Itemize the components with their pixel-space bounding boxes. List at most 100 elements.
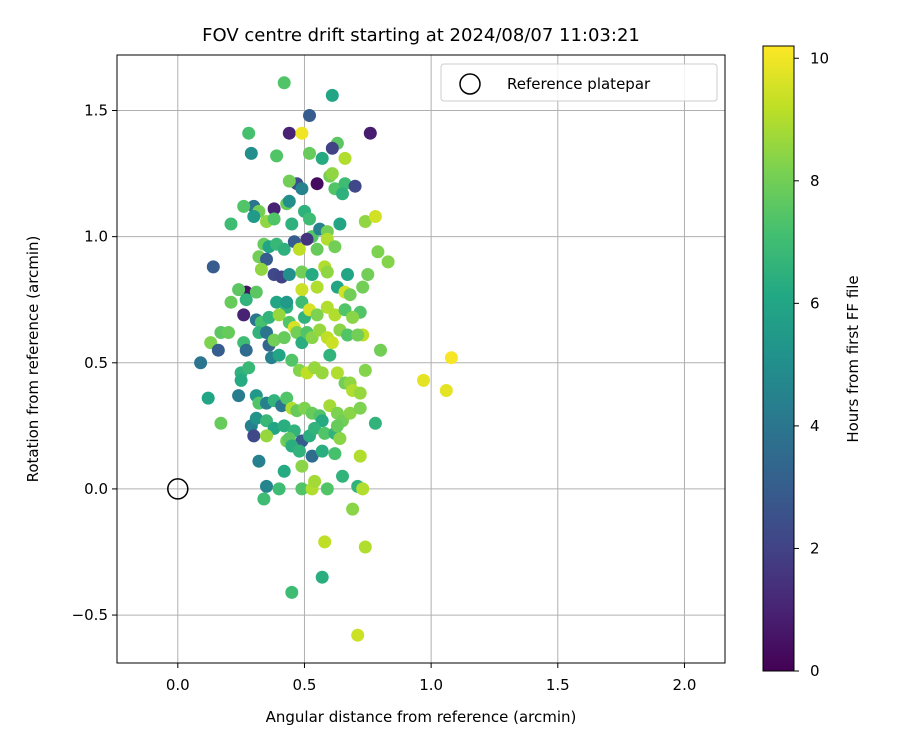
data-point: [237, 199, 251, 213]
data-point: [368, 210, 382, 223]
data-point: [381, 255, 395, 269]
data-point: [310, 280, 324, 294]
data-point: [310, 242, 324, 256]
data-point: [346, 502, 360, 516]
legend-label-reference: Reference platepar: [507, 75, 651, 93]
grid-lines: [117, 55, 725, 663]
data-point: [280, 295, 294, 309]
data-point: [277, 76, 291, 90]
data-point: [257, 492, 271, 506]
data-point: [260, 429, 273, 443]
colorbar-tick-label: 8: [810, 172, 820, 190]
data-point: [328, 240, 342, 254]
data-point: [277, 464, 291, 478]
data-point: [318, 535, 332, 549]
chart-title: FOV centre drift starting at 2024/08/07 …: [202, 25, 640, 46]
data-point: [346, 310, 360, 324]
data-point: [336, 469, 349, 483]
data-point: [272, 348, 286, 362]
data-point: [325, 141, 339, 155]
data-point: [260, 252, 273, 266]
data-point: [224, 217, 238, 231]
data-point: [267, 202, 281, 216]
data-point: [201, 391, 215, 405]
data-point: [270, 149, 284, 163]
data-point: [303, 109, 316, 122]
data-point: [285, 353, 299, 367]
data-point: [336, 187, 349, 201]
data-point: [252, 454, 266, 468]
data-point: [371, 245, 385, 259]
data-point: [232, 389, 246, 403]
data-point: [277, 242, 291, 256]
data-point: [303, 146, 316, 160]
data-point: [295, 482, 309, 496]
data-point: [239, 293, 253, 307]
data-point: [292, 444, 306, 458]
data-point: [353, 401, 367, 415]
data-point: [374, 343, 387, 357]
data-point: [247, 210, 261, 223]
data-point: [320, 482, 334, 496]
colorbar: [762, 45, 795, 672]
data-point: [315, 151, 329, 165]
data-point: [310, 177, 324, 191]
colorbar-tick-label: 6: [810, 294, 820, 312]
data-point: [282, 194, 296, 208]
data-point: [285, 217, 299, 231]
colorbar-ticks: 0 2 4 6 8 10: [794, 49, 829, 680]
data-point: [356, 280, 370, 294]
data-point: [363, 126, 377, 140]
data-point: [300, 232, 314, 246]
data-point: [249, 411, 263, 425]
y-tick-label: 0.5: [84, 354, 108, 372]
x-tick-label: 0.5: [293, 676, 317, 694]
data-point: [272, 308, 286, 322]
data-point: [237, 308, 251, 322]
data-point: [270, 295, 284, 309]
data-point: [348, 179, 362, 193]
data-point: [358, 215, 372, 228]
data-point: [254, 262, 268, 276]
data-point: [320, 265, 334, 279]
data-point: [343, 406, 357, 420]
x-tick-label: 0.0: [166, 676, 190, 694]
data-point: [242, 126, 256, 140]
data-point: [277, 331, 291, 345]
data-point: [260, 479, 273, 493]
data-point: [280, 391, 294, 405]
colorbar-tick-label: 4: [810, 417, 820, 435]
data-point: [330, 366, 344, 380]
data-point: [325, 88, 339, 102]
x-axis-label: Angular distance from reference (arcmin): [266, 708, 577, 726]
data-point: [417, 373, 430, 387]
data-point: [295, 265, 309, 279]
data-point: [222, 326, 235, 339]
y-tick-label: 1.5: [84, 102, 108, 120]
data-point: [232, 283, 246, 297]
data-point: [295, 459, 309, 473]
legend-reference-marker: [459, 73, 481, 95]
data-point: [308, 474, 322, 488]
data-point: [356, 482, 370, 496]
data-point: [325, 167, 339, 181]
colorbar-tick-label: 10: [810, 49, 829, 67]
data-point: [295, 336, 309, 350]
data-point: [242, 361, 256, 375]
data-point: [282, 174, 296, 188]
data-point: [333, 217, 347, 231]
y-tick-label: 0.0: [84, 480, 108, 498]
reference-platepar-marker: [167, 478, 189, 500]
x-tick-label: 2.0: [673, 676, 697, 694]
data-point: [341, 268, 354, 281]
data-point: [206, 260, 220, 274]
data-point: [211, 343, 225, 357]
data-point: [295, 182, 309, 196]
data-point: [247, 429, 261, 443]
y-axis-label: Rotation from reference (arcmin): [24, 236, 42, 483]
data-point: [341, 328, 354, 342]
data-point: [224, 295, 238, 309]
data-point: [262, 310, 276, 324]
y-tick-label: 1.0: [84, 228, 108, 246]
data-point: [308, 421, 322, 435]
